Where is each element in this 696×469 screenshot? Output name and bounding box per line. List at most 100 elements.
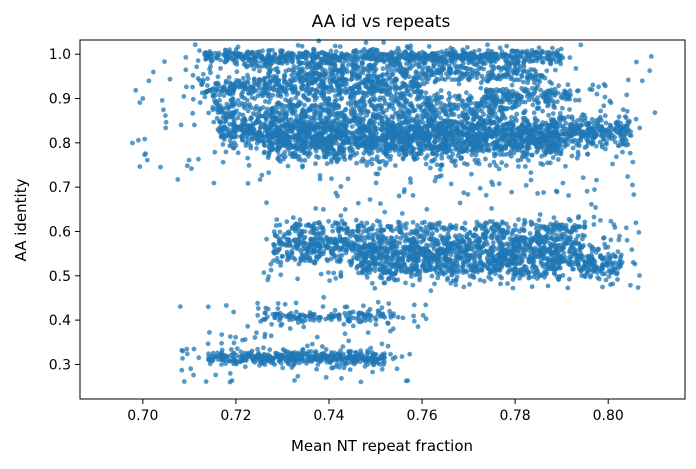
scatter-point: [460, 139, 466, 145]
scatter-point: [459, 98, 464, 103]
scatter-point: [265, 155, 271, 161]
scatter-point: [327, 136, 333, 142]
scatter-point: [560, 105, 565, 111]
scatter-point: [266, 92, 272, 97]
scatter-point: [427, 221, 433, 227]
scatter-point: [449, 225, 454, 230]
scatter-point: [256, 64, 261, 69]
scatter-point: [575, 118, 580, 123]
scatter-point: [527, 231, 533, 236]
scatter-point: [269, 106, 275, 111]
scatter-point: [371, 131, 376, 137]
scatter-point: [227, 143, 233, 149]
scatter-point: [333, 49, 339, 54]
scatter-point: [285, 82, 291, 87]
scatter-point: [427, 132, 433, 138]
scatter-point: [521, 79, 526, 85]
scatter-point: [290, 107, 296, 113]
scatter-point: [303, 139, 308, 145]
scatter-point: [354, 160, 359, 166]
scatter-point: [261, 142, 267, 148]
scatter-point: [436, 133, 442, 139]
scatter-point: [491, 151, 497, 157]
scatter-point: [270, 47, 275, 53]
scatter-point: [297, 217, 303, 223]
scatter-point: [438, 115, 443, 121]
scatter-point: [269, 147, 275, 153]
scatter-point: [278, 48, 283, 54]
scatter-point: [528, 222, 534, 228]
scatter-point: [603, 120, 609, 126]
scatter-point: [353, 103, 359, 109]
scatter-point: [272, 67, 278, 72]
scatter-point: [442, 77, 448, 82]
scatter-point: [428, 165, 433, 171]
scatter-point: [396, 52, 402, 58]
scatter-point: [295, 101, 301, 107]
scatter-point: [320, 86, 326, 91]
scatter-point: [315, 220, 321, 226]
scatter-point: [474, 219, 480, 225]
scatter-point: [499, 109, 505, 115]
scatter-point: [254, 146, 259, 151]
scatter-point: [380, 126, 386, 132]
scatter-point: [490, 120, 496, 126]
scatter-point: [213, 81, 219, 86]
scatter-point: [450, 46, 456, 52]
scatter-point: [474, 103, 480, 109]
scatter-point: [208, 59, 214, 65]
scatter-point: [620, 149, 625, 155]
scatter-point: [361, 150, 367, 156]
scatter-point: [448, 107, 454, 113]
scatter-point: [453, 77, 458, 83]
scatter-point: [367, 118, 373, 124]
scatter-point: [620, 107, 626, 112]
scatter-point: [616, 114, 622, 120]
scatter-point: [530, 102, 536, 108]
scatter-point: [207, 66, 213, 72]
scatter-point: [251, 66, 257, 72]
scatter-point: [348, 145, 353, 151]
scatter-point: [443, 111, 449, 117]
scatter-point: [512, 222, 518, 228]
scatter-point: [352, 109, 357, 114]
scatter-point: [288, 126, 294, 132]
scatter-point: [306, 97, 312, 103]
scatter-point: [331, 270, 337, 276]
scatter-point: [397, 139, 403, 145]
scatter-point: [353, 60, 359, 66]
scatter-point: [330, 228, 336, 234]
scatter-point: [447, 51, 453, 56]
scatter-point: [446, 97, 451, 102]
scatter-point: [347, 94, 353, 100]
scatter-point: [276, 153, 282, 159]
scatter-point: [585, 140, 591, 146]
scatter-point: [389, 135, 395, 141]
scatter-point: [516, 102, 522, 108]
scatter-point: [220, 88, 225, 93]
scatter-point: [474, 71, 480, 76]
scatter-point: [474, 113, 479, 119]
scatter-point: [322, 55, 327, 61]
scatter-point: [410, 219, 416, 225]
scatter-point: [408, 101, 414, 106]
scatter-point: [510, 139, 516, 145]
scatter-point: [251, 79, 257, 85]
scatter-point: [336, 91, 342, 97]
scatter-point: [461, 124, 466, 130]
scatter-point: [486, 113, 491, 119]
scatter-point: [233, 143, 239, 148]
scatter-point: [372, 105, 377, 111]
scatter-point: [320, 105, 325, 111]
scatter-point: [249, 115, 254, 121]
scatter-point: [226, 75, 232, 80]
scatter-point: [282, 73, 288, 79]
scatter-point: [439, 155, 445, 161]
scatter-point: [555, 99, 560, 105]
scatter-point: [291, 64, 297, 69]
scatter-point: [558, 46, 564, 52]
scatter-point: [520, 123, 526, 129]
scatter-point: [449, 77, 455, 83]
scatter-point: [299, 111, 305, 116]
scatter-point: [569, 153, 575, 159]
